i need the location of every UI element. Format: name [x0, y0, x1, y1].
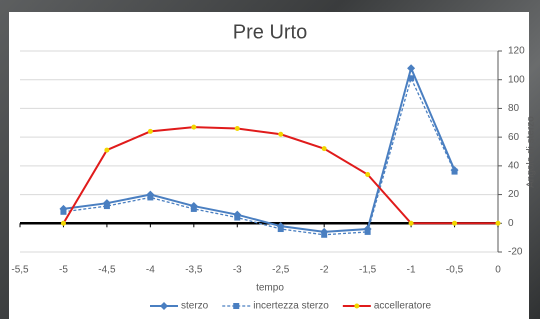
- data-point: [104, 148, 109, 153]
- y-tick-label: 20: [508, 189, 520, 200]
- data-point: [147, 194, 153, 200]
- data-point: [234, 215, 240, 221]
- data-point: [61, 221, 66, 226]
- chart: Pre Urto tempo Angolo di sterzo -2002040…: [0, 0, 540, 319]
- x-tick-label: -2: [320, 265, 329, 276]
- y-tick-label: 0: [508, 218, 514, 229]
- y-axis-label: Angolo di sterzo: [526, 116, 537, 188]
- y-tick-label: 40: [508, 160, 520, 171]
- y-tick-label: 60: [508, 132, 520, 143]
- data-point: [452, 221, 457, 226]
- chart-title: Pre Urto: [233, 21, 307, 43]
- legend-marker: [354, 304, 359, 309]
- data-point: [322, 146, 327, 151]
- x-tick-label: -0,5: [446, 265, 464, 276]
- legend-label: incertezza sterzo: [253, 301, 329, 312]
- data-point: [148, 129, 153, 134]
- y-tick-label: 80: [508, 103, 520, 114]
- y-tick-label: 100: [508, 74, 525, 85]
- y-tick-label: -20: [508, 247, 523, 258]
- x-axis-label: tempo: [256, 283, 284, 294]
- x-tick-label: -1,5: [359, 265, 377, 276]
- data-point: [60, 209, 66, 215]
- data-point: [365, 229, 371, 235]
- legend-label: accelleratore: [374, 301, 432, 312]
- data-point: [409, 221, 414, 226]
- data-point: [191, 125, 196, 130]
- x-tick-label: -3,5: [185, 265, 203, 276]
- data-point: [452, 169, 458, 175]
- x-tick-label: -3: [233, 265, 242, 276]
- x-tick-label: -1: [407, 265, 416, 276]
- x-tick-label: -5,5: [11, 265, 29, 276]
- data-point: [278, 132, 283, 137]
- y-tick-label: 120: [508, 46, 525, 57]
- x-tick-label: -4,5: [98, 265, 116, 276]
- data-point: [278, 226, 284, 232]
- legend-label: sterzo: [181, 301, 209, 312]
- x-tick-label: -4: [146, 265, 155, 276]
- data-point: [365, 172, 370, 177]
- data-point: [321, 232, 327, 238]
- data-point: [408, 75, 414, 81]
- x-tick-label: -2,5: [272, 265, 290, 276]
- x-tick-label: 0: [495, 265, 501, 276]
- legend-marker: [233, 303, 239, 309]
- data-point: [235, 126, 240, 131]
- data-point: [496, 221, 501, 226]
- data-point: [191, 206, 197, 212]
- x-tick-label: -5: [59, 265, 68, 276]
- data-point: [104, 203, 110, 209]
